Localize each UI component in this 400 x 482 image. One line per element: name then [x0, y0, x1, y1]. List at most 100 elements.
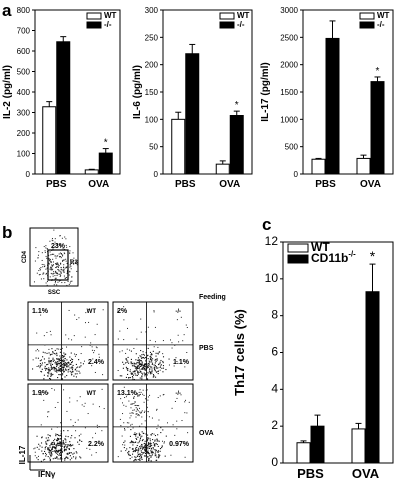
- cell-dot: [123, 441, 125, 444]
- gate-x-label: SSC: [48, 290, 61, 296]
- cell-dot: [59, 444, 61, 446]
- cell-dot: [150, 434, 152, 436]
- cell-dot: [67, 452, 69, 454]
- cell-dot: [137, 367, 139, 369]
- gating-dot: [59, 244, 61, 246]
- cell-dot: [152, 452, 154, 454]
- cell-dot: [127, 373, 129, 375]
- cell-dot: [145, 444, 147, 446]
- cell-dot: [158, 457, 160, 459]
- cell-dot: [149, 365, 151, 367]
- gating-dot: [60, 272, 62, 274]
- gating-dot: [52, 275, 54, 277]
- cell-dot: [64, 363, 66, 365]
- cell-dot: [170, 454, 172, 456]
- cell-dot: [144, 373, 146, 376]
- legend-swatch: [86, 12, 102, 20]
- cell-dot: [64, 360, 66, 362]
- cell-dot: [122, 444, 124, 446]
- cell-dot: [51, 368, 53, 370]
- cell-dot: [78, 317, 80, 319]
- legend-label: -/-: [377, 20, 385, 29]
- cell-dot: [49, 330, 51, 332]
- cell-dot: [56, 363, 58, 366]
- cell-dot: [76, 452, 78, 454]
- cell-dot: [45, 367, 47, 370]
- cell-dot: [147, 358, 149, 360]
- cell-dot: [36, 348, 38, 350]
- cell-dot: [48, 348, 50, 350]
- gating-dot: [54, 246, 56, 248]
- cell-dot: [54, 457, 56, 459]
- flow-plot-frame: [27, 301, 109, 381]
- gating-dot: [55, 272, 57, 274]
- cell-dot: [147, 447, 149, 449]
- cell-dot: [130, 363, 132, 365]
- cell-dot: [69, 370, 71, 372]
- cell-dot: [130, 372, 132, 374]
- cell-dot: [144, 410, 146, 412]
- gating-dot: [76, 264, 78, 266]
- cell-dot: [145, 369, 147, 371]
- cell-dot: [162, 353, 164, 355]
- cell-dot: [135, 449, 138, 451]
- gating-dot: [69, 264, 71, 266]
- cell-dot: [40, 359, 43, 361]
- gating-dot: [65, 277, 67, 279]
- cell-dot: [147, 366, 149, 368]
- cell-dot: [148, 459, 150, 461]
- cell-dot: [121, 435, 123, 437]
- cell-dot: [40, 442, 43, 444]
- cell-dot: [39, 445, 41, 447]
- cell-dot: [151, 370, 153, 373]
- cell-dot: [46, 364, 48, 366]
- cell-dot: [139, 434, 141, 437]
- cell-dot: [126, 422, 128, 424]
- cell-dot: [117, 310, 119, 312]
- cell-dot: [132, 427, 134, 429]
- cell-dot: [59, 435, 61, 437]
- cell-dot: [150, 455, 152, 457]
- cell-dot: [147, 438, 149, 440]
- cell-dot: [78, 443, 80, 445]
- cell-dot: [144, 375, 146, 377]
- gating-dot: [51, 237, 53, 239]
- cell-dot: [127, 368, 129, 370]
- cell-dot: [127, 453, 130, 455]
- cell-dot: [128, 451, 130, 453]
- cell-dot: [146, 374, 148, 376]
- bar: [325, 37, 340, 175]
- gating-dot: [53, 272, 55, 274]
- cell-dot: [65, 353, 67, 355]
- cell-dot: [56, 348, 58, 350]
- cell-dot: [151, 454, 153, 456]
- cell-dot: [125, 357, 127, 360]
- cell-dot: [146, 452, 149, 454]
- gating-dot: [50, 260, 52, 262]
- gating-dot: [56, 274, 58, 276]
- cell-dot: [140, 411, 142, 413]
- gating-dot: [65, 267, 67, 269]
- gating-dot: [65, 244, 67, 246]
- cell-dot: [72, 359, 74, 361]
- gating-dot: [49, 258, 51, 260]
- gating-dot: [54, 280, 56, 282]
- gating-dot: [60, 272, 62, 274]
- cell-dot: [59, 365, 62, 367]
- cell-dot: [66, 374, 68, 377]
- cell-dot: [153, 311, 155, 313]
- cell-dot: [183, 334, 185, 336]
- cell-dot: [70, 372, 72, 374]
- cell-dot: [43, 450, 46, 453]
- cell-dot: [51, 448, 53, 451]
- cell-dot: [117, 338, 119, 340]
- gating-dot: [63, 271, 65, 273]
- cell-dot: [144, 445, 146, 447]
- cell-dot: [135, 447, 137, 449]
- cell-dot: [149, 339, 151, 341]
- cell-dot: [137, 452, 139, 454]
- gating-dot: [57, 245, 59, 247]
- cell-dot: [53, 450, 55, 452]
- cell-dot: [60, 348, 62, 350]
- cell-dot: [160, 364, 162, 366]
